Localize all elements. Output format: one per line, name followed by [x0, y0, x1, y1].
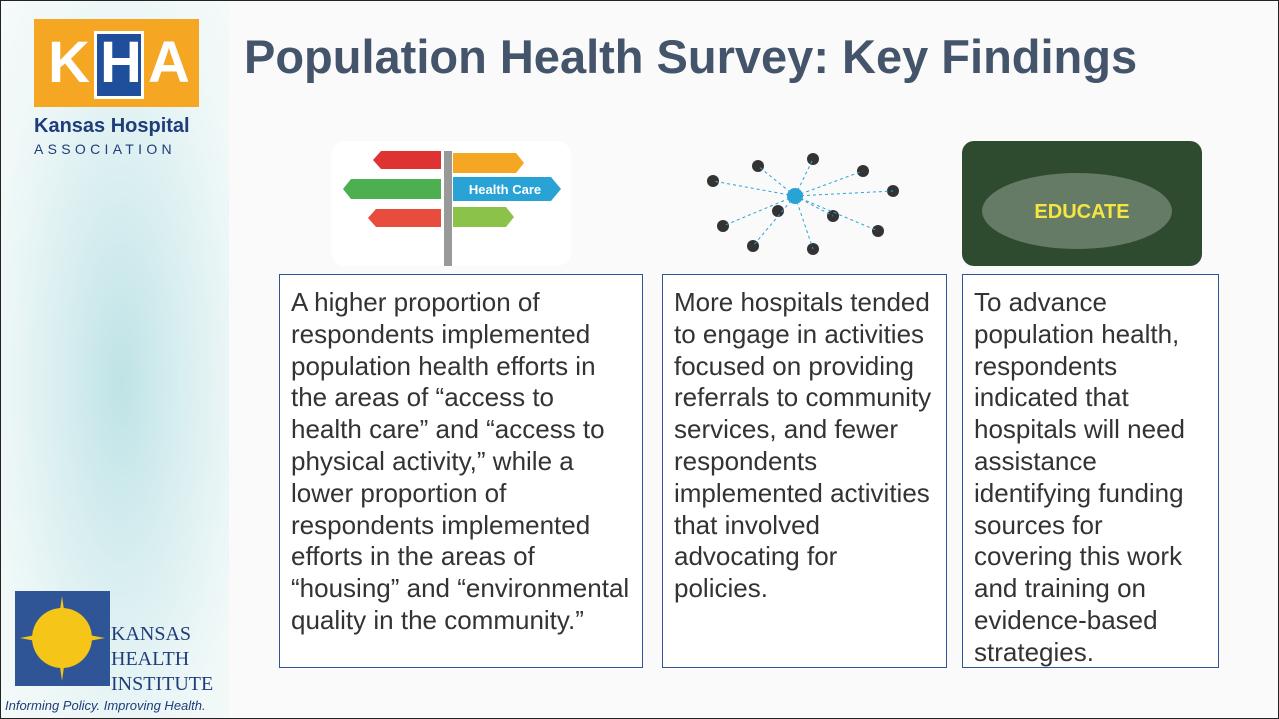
sign [453, 153, 524, 173]
network-image [683, 141, 913, 266]
slide-title: Population Health Survey: Key Findings [244, 29, 1137, 84]
khi-name: KANSAS [111, 623, 191, 646]
sign [453, 207, 514, 227]
khi-logo-mark [15, 591, 110, 686]
post [444, 151, 452, 266]
page: K H A Kansas Hospital ASSOCIATION Popula… [0, 0, 1279, 719]
slide: K H A Kansas Hospital ASSOCIATION Popula… [0, 0, 1279, 719]
logo-letter: K [48, 29, 90, 96]
finding-card: A higher proportion of respondents imple… [279, 274, 643, 668]
sign [368, 209, 441, 227]
kha-logo: K H A [34, 19, 199, 107]
image-word: EDUCATE [1034, 201, 1129, 223]
logo-letter: H [100, 29, 142, 96]
finding-card: More hospitals tended to engage in activ… [662, 274, 947, 668]
finding-card: To advance population health, respondent… [962, 274, 1219, 668]
logo-name: Kansas Hospital [34, 115, 190, 138]
sign [373, 151, 441, 169]
logo-subname: ASSOCIATION [34, 141, 176, 157]
people [707, 153, 899, 255]
educate-image: EDUCATE [962, 141, 1202, 266]
logo-letter: A [148, 29, 190, 96]
khi-name: INSTITUTE [111, 673, 213, 696]
sign [343, 179, 441, 199]
khi-tagline: Informing Policy. Improving Health. [5, 698, 206, 713]
signpost-image: Health Care [331, 141, 571, 266]
sign-text: Health Care [469, 182, 541, 197]
khi-name: HEALTH [111, 648, 189, 671]
